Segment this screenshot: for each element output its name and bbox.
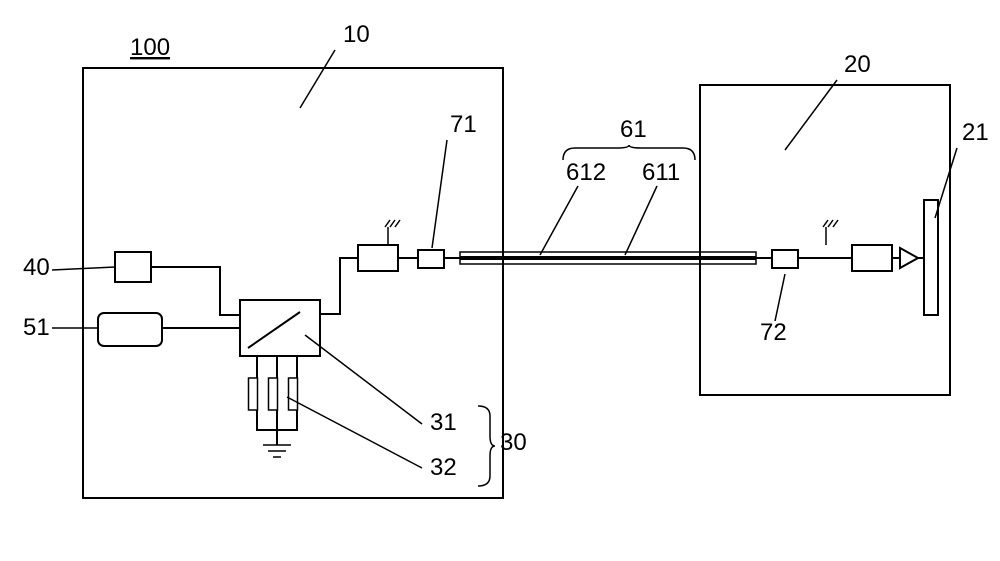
connector-71: [418, 250, 444, 268]
leader-L20: [785, 80, 837, 150]
leader-L32: [287, 397, 422, 468]
leader-L10: [300, 50, 335, 108]
connector-72: [772, 250, 798, 268]
label-ref611: 611: [642, 159, 680, 186]
label-ref21: 21: [962, 119, 989, 146]
block-40: [115, 252, 151, 282]
label-ref31: 31: [430, 409, 457, 436]
block-31: [240, 300, 320, 356]
leader-L21: [935, 148, 957, 218]
label-block_right: 20: [844, 51, 871, 78]
block-51: [98, 313, 162, 346]
label-ref612: 612: [566, 159, 606, 186]
label-ref32: 32: [430, 454, 457, 481]
label-ref71: 71: [450, 111, 477, 138]
label-ref40: 40: [23, 254, 50, 281]
amplifier-icon: [900, 248, 918, 268]
label-ref61: 61: [620, 116, 647, 143]
leader-L31: [305, 335, 422, 424]
label-system: 100: [130, 34, 170, 61]
label-ref72: 72: [760, 319, 787, 346]
leader-L72: [775, 274, 785, 321]
label-block_left: 10: [343, 21, 370, 48]
leader-L71: [432, 140, 447, 248]
leader-L611: [625, 186, 657, 255]
schematic-diagram: 100 10 20 21 71 61 611 612 72 40 51 31 32 30: [0, 0, 1000, 561]
leader-L612: [540, 186, 578, 255]
label-ref30: 30: [500, 429, 527, 456]
label-ref51: 51: [23, 314, 50, 341]
